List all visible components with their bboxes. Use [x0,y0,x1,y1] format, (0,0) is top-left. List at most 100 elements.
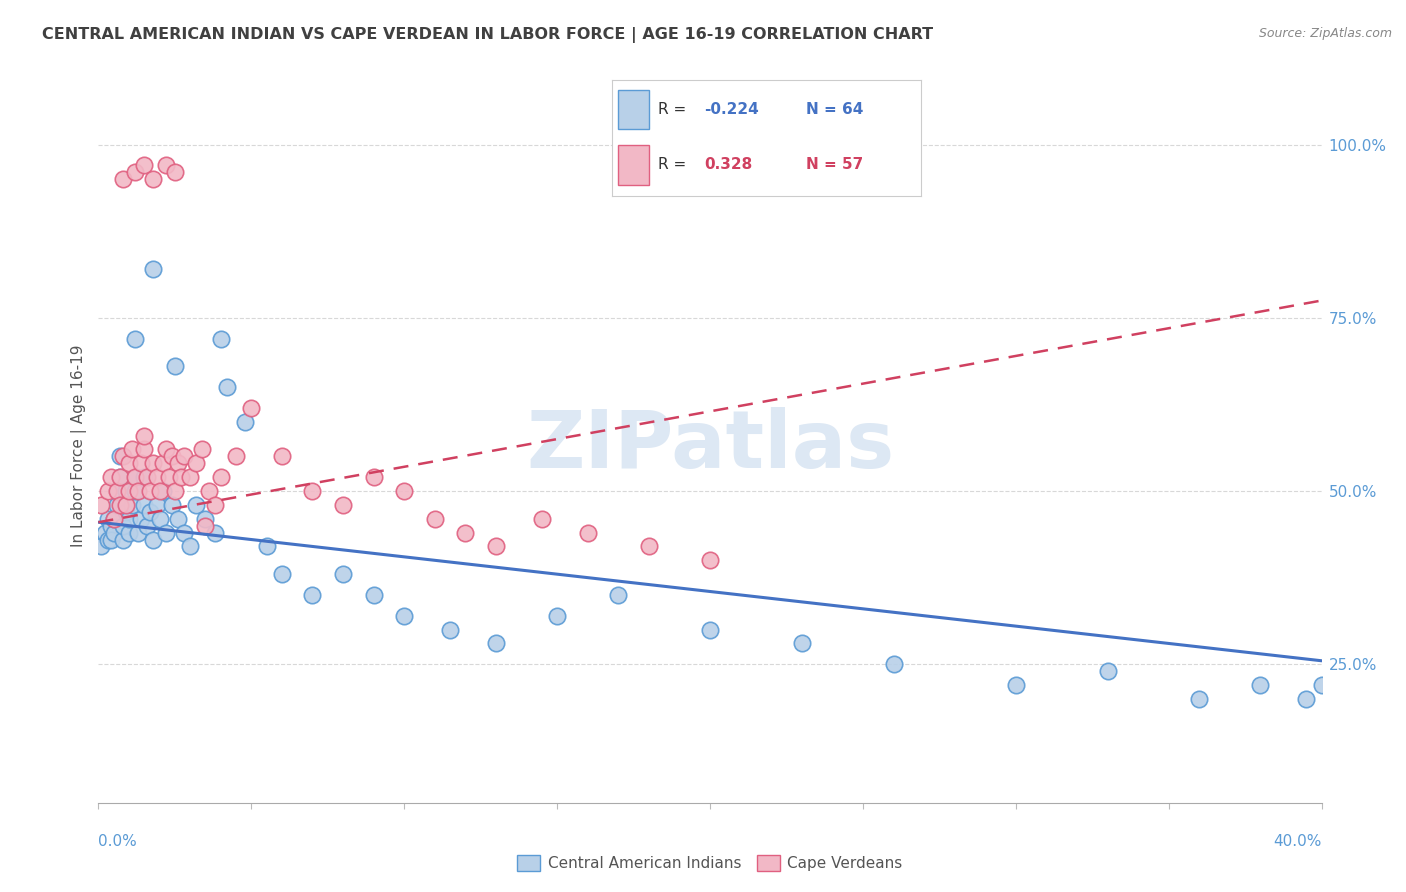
Point [136,518,159,533]
Point [215,380,238,394]
Text: CENTRAL AMERICAN INDIAN VS CAPE VERDEAN IN LABOR FORCE | AGE 16-19 CORRELATION C: CENTRAL AMERICAN INDIAN VS CAPE VERDEAN … [42,27,934,43]
Point [124,470,146,484]
Point [134,442,156,457]
Point [179,540,201,554]
Bar [617,89,648,129]
Point [149,512,172,526]
Point [204,525,226,540]
Point [167,456,190,470]
Point [105,483,128,498]
Point [332,498,354,512]
Point [139,483,162,498]
Point [439,623,461,637]
Point [167,512,190,526]
Point [301,588,323,602]
Point [145,498,167,512]
Point [127,525,149,540]
Point [129,512,152,526]
Point [134,498,156,512]
Point [105,498,128,512]
Point [270,567,292,582]
Point [485,636,508,650]
Point [173,450,195,464]
Point [155,158,177,172]
Point [163,165,186,179]
Text: -0.224: -0.224 [704,102,759,117]
Point [204,498,226,512]
Point [301,483,323,498]
Point [160,450,183,464]
Point [699,553,721,567]
Point [1249,678,1271,692]
Point [546,608,568,623]
Point [163,483,186,498]
Text: N = 64: N = 64 [807,102,863,117]
Point [1310,678,1333,692]
Point [209,470,232,484]
Point [170,470,193,484]
Point [103,512,125,526]
Point [93,525,115,540]
Point [108,450,131,464]
Point [197,483,219,498]
Point [105,483,128,498]
Point [256,540,278,554]
Point [637,540,661,554]
Text: R =: R = [658,157,696,172]
Point [103,525,125,540]
Point [90,498,112,512]
Point [699,623,721,637]
Point [155,442,177,457]
Point [194,512,217,526]
Text: 0.0%: 0.0% [98,834,138,849]
Point [118,512,141,526]
Point [155,525,177,540]
Point [233,415,256,429]
Text: R =: R = [658,102,692,117]
Point [108,470,131,484]
Point [392,483,416,498]
Y-axis label: In Labor Force | Age 16-19: In Labor Force | Age 16-19 [72,344,87,548]
Point [134,158,156,172]
Point [225,450,247,464]
Point [152,483,174,498]
Point [240,401,263,415]
Point [1097,664,1119,678]
Point [142,533,165,547]
Point [97,533,120,547]
Point [124,165,146,179]
Point [103,512,125,526]
Point [111,533,134,547]
Point [97,483,120,498]
Point [576,525,599,540]
Point [194,518,217,533]
Point [136,470,159,484]
Point [129,456,152,470]
Text: Source: ZipAtlas.com: Source: ZipAtlas.com [1258,27,1392,40]
Point [173,525,195,540]
Point [115,498,138,512]
Point [530,512,553,526]
Point [160,498,183,512]
Text: 0.328: 0.328 [704,157,752,172]
Point [97,512,120,526]
Point [111,172,134,186]
Point [790,636,813,650]
Point [145,470,167,484]
Point [118,456,141,470]
Point [163,359,186,374]
Bar [617,145,648,185]
Point [118,525,141,540]
Point [111,518,134,533]
Point [157,470,180,484]
Point [1295,691,1317,706]
Point [139,505,162,519]
Point [142,262,165,277]
Point [142,172,165,186]
Point [1188,691,1211,706]
Point [186,456,208,470]
Point [186,498,208,512]
Point [90,540,112,554]
Point [392,608,416,623]
Point [454,525,477,540]
